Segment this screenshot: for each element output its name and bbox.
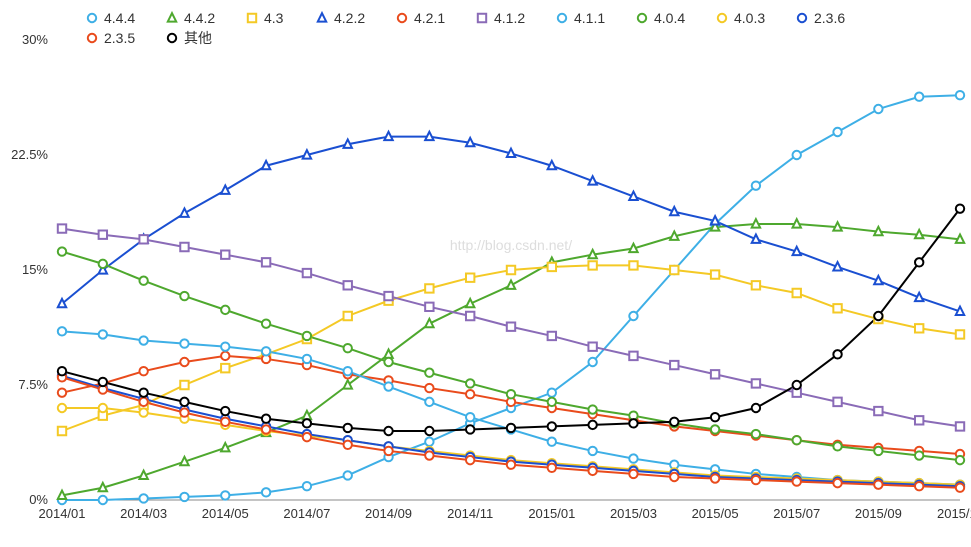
legend-label: 其他: [184, 30, 212, 46]
legend-label: 4.3: [264, 10, 284, 26]
legend-label: 4.1.1: [574, 10, 605, 26]
legend-label: 4.0.4: [654, 10, 685, 26]
legend-label: 4.2.1: [414, 10, 445, 26]
x-tick-label: 2015/11: [937, 506, 971, 521]
legend-marker: [798, 14, 806, 22]
line-chart: http://blog.csdn.net/2014/01 2014/03 2014/…: [0, 0, 971, 547]
y-tick-label: 15%: [22, 262, 48, 277]
legend-marker: [478, 14, 486, 22]
legend-label: 4.4.4: [104, 10, 135, 26]
y-tick-label: 22.5%: [11, 147, 48, 162]
x-tick-label: 2015/07: [773, 506, 820, 521]
legend-label: 2.3.6: [814, 10, 845, 26]
y-tick-label: 30%: [22, 32, 48, 47]
x-tick-label: 2014/01: [39, 506, 86, 521]
legend-label: 4.4.2: [184, 10, 215, 26]
x-tick-label: 2014/09: [365, 506, 412, 521]
x-tick-label: 2014/05: [202, 506, 249, 521]
legend-marker: [88, 14, 96, 22]
legend-marker: [638, 14, 646, 22]
legend-marker: [558, 14, 566, 22]
watermark: http://blog.csdn.net/: [450, 237, 572, 253]
x-tick-label: 2015/03: [610, 506, 657, 521]
legend-label: 4.0.3: [734, 10, 765, 26]
legend-marker: [88, 34, 96, 42]
legend-marker: [248, 14, 256, 22]
x-tick-label: 2015/01: [528, 506, 575, 521]
legend-marker: [398, 14, 406, 22]
x-tick-label: 2014/07: [283, 506, 330, 521]
x-tick-label: 2014/11: [447, 506, 493, 521]
x-tick-label: 2015/09: [855, 506, 902, 521]
legend-label: 4.1.2: [494, 10, 525, 26]
legend-label: 4.2.2: [334, 10, 365, 26]
y-tick-label: 7.5%: [18, 377, 48, 392]
legend-label: 2.3.5: [104, 30, 135, 46]
legend-marker: [168, 34, 176, 42]
chart-container: http://blog.csdn.net/2014/01 2014/03 2014/…: [0, 0, 971, 547]
x-tick-label: 2014/03: [120, 506, 167, 521]
x-tick-label: 2015/05: [692, 506, 739, 521]
y-tick-label: 0%: [29, 492, 48, 507]
legend-marker: [718, 14, 726, 22]
